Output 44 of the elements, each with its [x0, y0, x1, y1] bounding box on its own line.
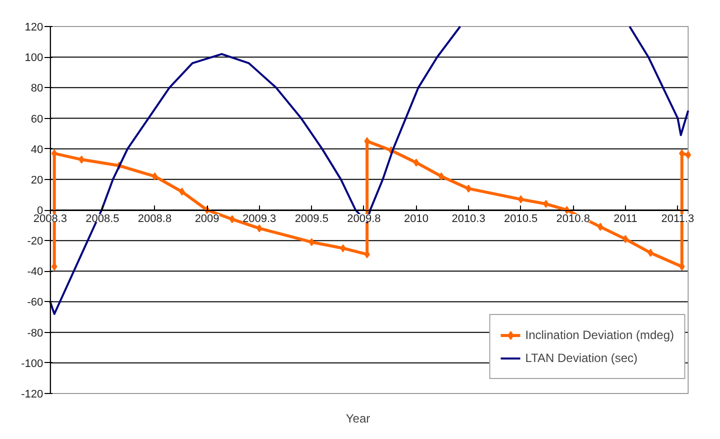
y-tick-label: -80 — [27, 327, 44, 340]
x-axis-title: Year — [346, 412, 370, 426]
point — [179, 188, 185, 196]
point — [518, 195, 524, 204]
x-tick-label: 2010 — [404, 213, 428, 225]
point — [152, 172, 158, 180]
point — [685, 150, 692, 159]
y-tick-label: -20 — [27, 236, 44, 248]
point — [466, 184, 472, 193]
point — [256, 224, 262, 232]
y-tick-label: 60 — [30, 113, 44, 126]
x-tick-label: 2009.5 — [294, 213, 328, 225]
x-tick-label: 2008.5 — [86, 213, 120, 225]
y-tick-label: -120 — [21, 388, 44, 400]
x-tick-label: 2009 — [194, 213, 220, 225]
x-tick-label: 2009.8 — [347, 213, 381, 225]
point — [229, 215, 235, 224]
x-tick-label: 2011.3 — [661, 213, 694, 225]
x-tick-label: 2010.5 — [504, 213, 538, 225]
y-tick-label: 100 — [24, 52, 44, 64]
x-tick-label: 2010.8 — [556, 213, 590, 225]
legend-label: Inclination Deviation (mdeg) — [525, 328, 674, 342]
point — [622, 235, 628, 244]
x-tick-label: 2010.3 — [452, 213, 486, 225]
legend-label: LTAN Deviation (sec) — [525, 351, 638, 365]
point — [648, 248, 654, 257]
y-tick-label: -60 — [27, 296, 44, 309]
point — [78, 156, 84, 164]
x-tick-label: 2009.3 — [242, 213, 276, 225]
point — [413, 158, 420, 167]
y-tick-label: 120 — [24, 22, 44, 34]
x-tick-label: 2008.8 — [138, 213, 172, 225]
point — [308, 238, 314, 246]
y-tick-label: -100 — [21, 358, 44, 370]
point — [597, 222, 604, 231]
y-tick-label: 40 — [30, 144, 44, 156]
x-tick-label: 2011 — [614, 213, 638, 225]
y-tick-label: 20 — [30, 174, 44, 186]
y-tick-label: -40 — [27, 266, 44, 278]
y-tick-label: 80 — [30, 82, 44, 95]
point — [438, 172, 444, 180]
x-tick-label: 2008.3 — [33, 213, 67, 225]
point — [340, 244, 346, 252]
point — [543, 200, 549, 208]
